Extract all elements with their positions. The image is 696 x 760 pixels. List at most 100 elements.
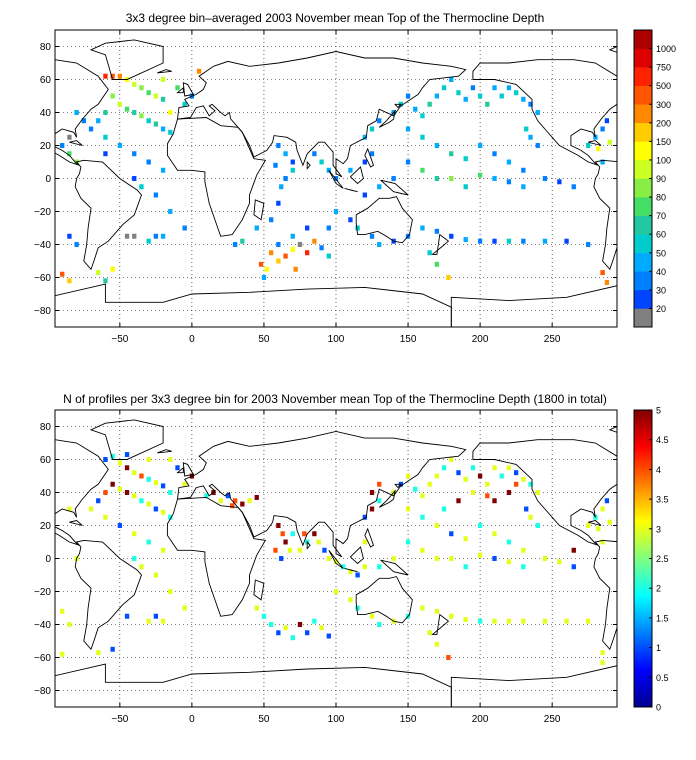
data-cell <box>362 539 367 545</box>
colorbar-swatch <box>634 159 652 179</box>
y-tick-label: −60 <box>34 653 51 664</box>
data-cell <box>420 134 425 140</box>
data-cell <box>160 167 166 173</box>
data-cell <box>74 110 79 115</box>
data-cell <box>312 151 317 157</box>
data-cell <box>124 233 130 239</box>
data-cell <box>492 151 497 157</box>
coastline <box>431 613 450 635</box>
data-cell <box>506 559 512 565</box>
coastline <box>344 187 358 193</box>
colorbar-bottom: 0 0.5 1 1.5 2 2.5 3 3.5 4 4.5 5 <box>633 406 669 713</box>
data-cell <box>405 539 411 545</box>
coastline <box>344 567 358 573</box>
data-cell <box>434 556 440 561</box>
colorbar-tick-label: 150 <box>656 137 671 147</box>
data-cell <box>160 618 166 624</box>
coastline <box>355 576 413 624</box>
data-cell <box>124 490 130 495</box>
colorbar-swatch <box>634 215 652 235</box>
data-cell <box>261 275 267 280</box>
coastline <box>55 59 109 166</box>
data-cell <box>348 597 353 603</box>
chart-title-top: 3x3 degree bin–averaged 2003 November me… <box>126 11 545 25</box>
data-cell <box>369 490 375 495</box>
data-cell <box>449 77 454 82</box>
data-cell <box>322 547 327 553</box>
colorbar-tick-label: 100 <box>656 155 671 165</box>
data-cell <box>420 493 425 499</box>
data-cell <box>449 176 454 181</box>
coastline <box>364 147 375 168</box>
data-cell <box>287 547 293 553</box>
data-cell <box>67 151 72 157</box>
coastline-top <box>55 39 617 327</box>
data-cell <box>88 506 94 512</box>
data-cell <box>280 531 285 537</box>
data-cell <box>268 622 274 627</box>
coastline <box>588 140 602 146</box>
data-cell <box>117 460 123 466</box>
data-cell <box>427 630 432 636</box>
data-cell <box>470 490 476 495</box>
data-cell <box>446 655 451 660</box>
coastline <box>593 539 617 651</box>
data-cell <box>103 490 108 495</box>
data-cell <box>124 106 130 112</box>
data-cell <box>477 552 483 558</box>
data-cell <box>110 646 115 652</box>
data-cell <box>506 539 512 545</box>
data-cell <box>604 118 610 124</box>
y-tick-label: −80 <box>34 686 51 697</box>
data-cell <box>441 506 447 512</box>
data-cell <box>326 253 331 259</box>
data-cell <box>492 498 497 504</box>
coastline <box>253 579 265 601</box>
data-cell <box>146 118 151 124</box>
data-cell <box>521 564 526 570</box>
data-cell <box>333 559 339 565</box>
data-cell <box>146 159 151 165</box>
panel-profile-count: N of profiles per 3x3 degree bin for 200… <box>34 392 669 725</box>
coastline <box>394 103 402 109</box>
colorbar-swatch <box>634 30 652 49</box>
colorbar-swatch <box>634 141 652 161</box>
data-cell <box>441 85 447 91</box>
data-cell <box>96 118 101 124</box>
data-cell <box>67 622 72 627</box>
data-cell <box>377 242 382 247</box>
colorbar-tick-label: 500 <box>656 81 671 91</box>
data-cell <box>268 250 274 256</box>
data-cell <box>596 146 601 152</box>
data-cell <box>182 225 187 231</box>
x-tick-label: −50 <box>111 714 128 725</box>
colorbar-swatch <box>634 289 652 309</box>
data-cell <box>600 659 605 665</box>
data-cell <box>600 539 605 545</box>
data-cell <box>506 179 512 185</box>
data-cell <box>362 564 367 570</box>
data-cell <box>305 250 310 256</box>
colorbar-tick-label: 4.5 <box>656 435 669 445</box>
x-tick-label: 100 <box>328 714 345 725</box>
data-cell <box>273 547 278 553</box>
data-cell <box>153 233 159 239</box>
data-cell <box>276 200 281 206</box>
data-cell <box>348 167 353 173</box>
data-cell <box>405 159 411 165</box>
data-cell <box>96 270 101 276</box>
data-cell <box>146 457 151 462</box>
colorbar-tick-label: 3 <box>656 524 661 534</box>
y-axis-bottom: 80 60 40 20 0 −20 −40 −60 −80 <box>34 422 617 697</box>
data-cell <box>117 143 123 148</box>
data-cell <box>492 238 497 244</box>
coastline <box>157 449 172 454</box>
data-cell <box>175 85 180 91</box>
data-cell <box>146 539 151 545</box>
data-cell <box>153 480 159 486</box>
data-cell <box>60 608 65 614</box>
data-cell <box>449 457 454 462</box>
data-cell <box>240 238 245 244</box>
x-tick-label: 150 <box>400 334 417 345</box>
data-cell <box>449 233 454 239</box>
